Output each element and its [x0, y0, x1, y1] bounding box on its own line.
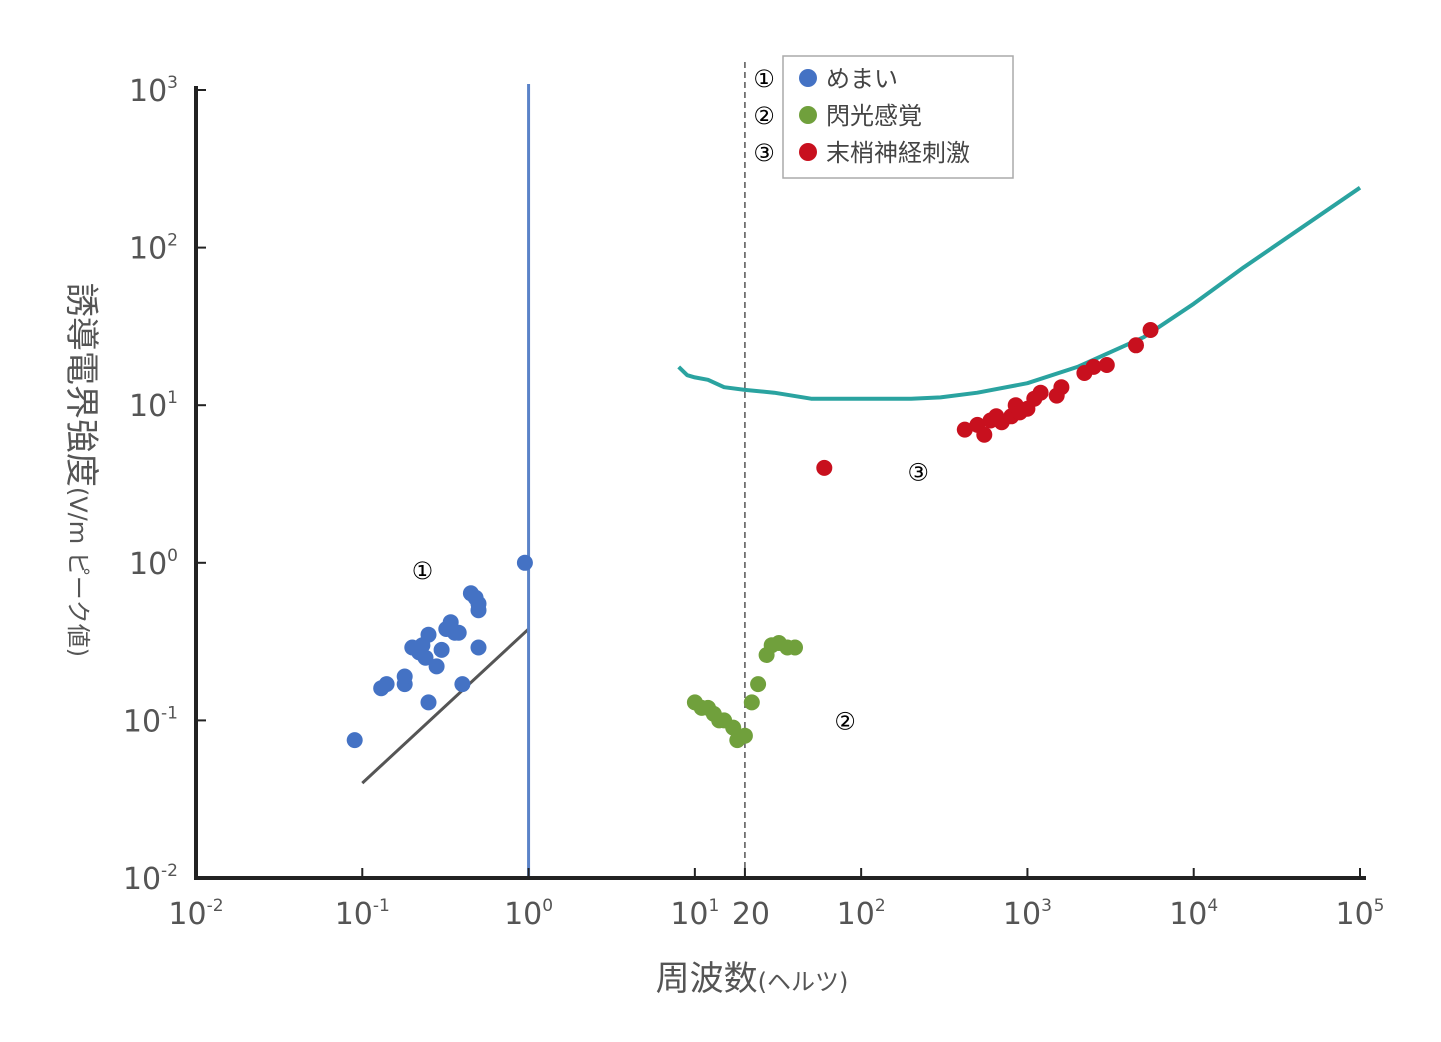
x-tick-label-exponent: 1 — [709, 896, 720, 916]
x-tick-label: 100 — [504, 896, 553, 932]
y-axis-label: 誘導電界強度(V/m ピーク値) — [61, 283, 101, 657]
annotation-marker: ③ — [907, 458, 929, 486]
y-axis-label-main: 誘導電界強度 — [61, 283, 101, 487]
x-tick-label-base: 10 — [1003, 897, 1041, 932]
y-tick-label-base: 10 — [129, 74, 167, 109]
data-point-series-2 — [787, 639, 803, 656]
y-tick-label: 10-2 — [123, 861, 178, 897]
x-tick-label-base: 20 — [732, 897, 770, 932]
y-tick-label: 101 — [129, 388, 178, 424]
legend-box — [782, 55, 1014, 179]
plot-area — [346, 62, 1362, 878]
x-tick-label-base: 10 — [1169, 897, 1207, 932]
annotation-marker: ② — [834, 707, 856, 735]
data-point-series-1 — [417, 649, 434, 666]
data-point-series-1 — [450, 624, 467, 641]
x-tick-label-base: 10 — [1335, 897, 1373, 932]
data-point-series-3 — [816, 459, 833, 476]
x-tick-label: 105 — [1335, 896, 1384, 932]
data-point-series-3 — [1128, 337, 1144, 354]
data-point-series-2 — [736, 727, 753, 744]
y-tick-label-exponent: 1 — [167, 388, 178, 408]
x-tick-label: 10-2 — [168, 896, 223, 932]
data-point-series-1 — [346, 732, 363, 749]
y-tick-label-base: 10 — [129, 547, 167, 582]
legend-swatch — [799, 69, 817, 87]
legend: ① めまい ② 閃光感覚 ③ 末梢神経刺激 — [753, 55, 1014, 179]
x-tick-label: 20 — [732, 897, 770, 932]
data-point-series-1 — [470, 639, 487, 656]
x-axis-label-unit: (ヘルツ) — [758, 968, 849, 996]
data-point-series-3 — [1085, 358, 1102, 375]
annotations: ① ② ③ — [412, 458, 929, 735]
x-tick-label: 102 — [837, 896, 886, 932]
y-tick-label-exponent: 0 — [167, 546, 178, 566]
x-tick-label-base: 10 — [504, 897, 542, 932]
y-tick-label: 102 — [129, 231, 178, 267]
x-tick-label: 101 — [670, 896, 719, 932]
x-tick-label: 10-1 — [335, 896, 390, 932]
data-point-series-1 — [420, 694, 437, 711]
y-tick-label: 100 — [129, 546, 178, 582]
axes: 10-2 10-1 100 101 20 102 103 104 10510-210-11001… — [123, 73, 1385, 932]
x-tick-label-base: 10 — [168, 897, 206, 932]
legend-marker-number: ① — [753, 65, 775, 93]
x-tick-label-exponent: 0 — [542, 896, 553, 916]
legend-swatch — [799, 106, 817, 124]
x-tick-label-exponent: 4 — [1207, 896, 1218, 916]
data-point-series-3 — [956, 421, 973, 438]
y-tick-label: 10-1 — [123, 703, 178, 739]
y-tick-label-base: 10 — [123, 862, 161, 897]
y-tick-label-exponent: -2 — [161, 861, 178, 881]
y-tick-label-base: 10 — [129, 389, 167, 424]
x-axis-label: 周波数(ヘルツ) — [656, 959, 849, 999]
data-point-series-1 — [428, 658, 445, 675]
x-tick-label-exponent: 5 — [1374, 896, 1385, 916]
x-tick-label: 103 — [1003, 896, 1052, 932]
x-tick-label-exponent: 2 — [875, 896, 886, 916]
data-point-series-3 — [1142, 322, 1159, 338]
data-point-series-1 — [470, 602, 487, 619]
axis-labels: 周波数(ヘルツ) 誘導電界強度(V/m ピーク値) — [61, 283, 848, 999]
x-tick-label-base: 10 — [670, 897, 708, 932]
data-point-series-3 — [1098, 357, 1115, 373]
data-point-series-1 — [433, 641, 450, 658]
y-tick-label: 103 — [129, 73, 178, 109]
y-tick-label-base: 10 — [129, 232, 167, 267]
data-point-series-3 — [1032, 384, 1049, 401]
legend-label: 閃光感覚 — [826, 102, 922, 130]
data-point-series-2 — [725, 719, 742, 736]
x-tick-label: 104 — [1169, 896, 1218, 932]
x-axis-label-main: 周波数 — [656, 959, 758, 999]
x-tick-label-exponent: -2 — [207, 896, 224, 916]
data-point-series-1 — [420, 626, 437, 643]
y-tick-label-base: 10 — [123, 704, 161, 739]
data-point-series-3 — [1053, 379, 1070, 396]
data-point-series-3 — [976, 426, 993, 443]
y-tick-label-exponent: 3 — [167, 73, 178, 93]
threshold-line — [361, 627, 530, 785]
data-point-series-2 — [750, 676, 767, 693]
y-axis-label-unit: (V/m ピーク値) — [64, 487, 92, 657]
legend-label: めまい — [826, 65, 898, 93]
legend-marker-number: ② — [753, 102, 775, 130]
y-tick-label-exponent: -1 — [161, 703, 178, 723]
x-tick-label-base: 10 — [837, 897, 875, 932]
data-point-series-1 — [516, 554, 533, 571]
legend-label: 末梢神経刺激 — [826, 139, 970, 167]
threshold-curve — [677, 186, 1362, 401]
legend-swatch — [799, 143, 817, 161]
x-tick-label-base: 10 — [335, 897, 373, 932]
x-tick-label-exponent: -1 — [373, 896, 390, 916]
data-point-series-1 — [378, 676, 395, 693]
data-point-series-1 — [454, 676, 471, 693]
data-point-series-2 — [743, 694, 760, 711]
legend-marker-number: ③ — [753, 139, 775, 167]
data-point-series-1 — [396, 668, 413, 685]
y-tick-label-exponent: 2 — [167, 231, 178, 251]
x-tick-label-exponent: 3 — [1041, 896, 1052, 916]
annotation-marker: ① — [412, 557, 434, 585]
